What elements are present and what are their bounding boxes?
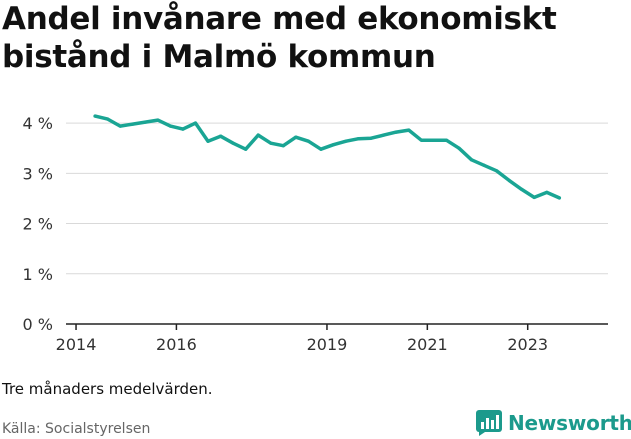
bar-chart-logo-icon: [476, 410, 502, 436]
data-point: [231, 141, 235, 145]
x-tick-label: 2021: [407, 335, 448, 354]
data-point: [507, 178, 511, 182]
x-axis: [66, 323, 608, 330]
data-point: [432, 138, 436, 142]
series-layer: [93, 114, 562, 200]
y-tick-label: 2 %: [23, 215, 53, 234]
data-point: [118, 124, 122, 128]
y-tick-label: 0 %: [23, 315, 53, 334]
data-point: [482, 163, 486, 167]
data-point: [369, 136, 373, 140]
data-point: [306, 139, 310, 143]
data-point: [131, 122, 135, 126]
data-point: [444, 138, 449, 142]
x-axis-tick-labels: 2014 2016 2019 2021 2023: [56, 335, 548, 354]
data-point: [281, 144, 285, 148]
data-point: [382, 133, 386, 137]
newsworthy-logo: Newsworthy: [476, 408, 631, 438]
data-point: [356, 137, 361, 141]
data-point: [532, 195, 536, 200]
data-point: [93, 114, 97, 118]
line-chart: 0 % 1 % 2 % 3 % 4 % 2014 2016 2019 2021 2023: [23, 114, 608, 354]
chart-title: Andel invånare med ekonomiskt bistånd i …: [2, 1, 557, 75]
data-point: [331, 143, 336, 147]
data-point: [193, 121, 198, 125]
data-point: [469, 158, 474, 162]
data-point: [168, 124, 172, 128]
brand-name: Newsworthy: [508, 411, 631, 435]
x-tick-label: 2019: [307, 335, 348, 354]
y-tick-label: 3 %: [23, 164, 53, 183]
y-tick-label: 1 %: [23, 265, 53, 284]
data-point: [557, 196, 561, 200]
y-axis-tick-labels: 0 % 1 % 2 % 3 % 4 %: [23, 114, 53, 334]
data-point: [545, 190, 549, 195]
data-point: [319, 147, 323, 151]
data-point: [244, 147, 248, 151]
data-point: [407, 128, 411, 132]
source-label: Källa: Socialstyrelsen: [2, 421, 151, 437]
data-point: [419, 138, 423, 142]
data-point: [269, 141, 273, 145]
data-point: [294, 135, 298, 139]
data-point: [520, 187, 524, 191]
x-tick-label: 2023: [507, 335, 548, 354]
data-point: [206, 139, 210, 143]
data-point: [218, 134, 223, 138]
data-point: [181, 127, 185, 131]
x-tick-label: 2016: [156, 335, 197, 354]
y-tick-label: 4 %: [23, 114, 53, 133]
x-tick-label: 2014: [56, 335, 97, 354]
data-point: [344, 139, 348, 143]
series-line: [93, 114, 562, 200]
data-point: [106, 117, 110, 121]
data-point: [143, 120, 147, 124]
grid-lines: [66, 122, 608, 275]
data-point: [156, 118, 160, 122]
data-point: [394, 130, 398, 134]
data-point: [256, 133, 260, 137]
data-point: [494, 169, 499, 173]
data-point: [457, 146, 461, 150]
chart-note: Tre månaders medelvärden.: [2, 380, 213, 398]
